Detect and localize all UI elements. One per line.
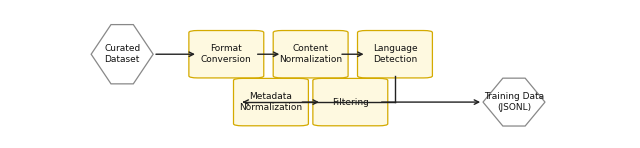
FancyBboxPatch shape	[189, 30, 264, 78]
FancyBboxPatch shape	[234, 78, 308, 126]
Text: Curated
Dataset: Curated Dataset	[104, 44, 140, 64]
FancyBboxPatch shape	[313, 78, 388, 126]
Text: Training Data
(JSONL): Training Data (JSONL)	[484, 92, 544, 112]
Text: Filtering: Filtering	[332, 98, 369, 107]
FancyBboxPatch shape	[358, 30, 433, 78]
Text: Language
Detection: Language Detection	[372, 44, 417, 64]
Text: Format
Conversion: Format Conversion	[201, 44, 252, 64]
FancyBboxPatch shape	[273, 30, 348, 78]
Text: Metadata
Normalization: Metadata Normalization	[239, 92, 303, 112]
Polygon shape	[483, 78, 545, 126]
Text: Content
Normalization: Content Normalization	[279, 44, 342, 64]
Polygon shape	[91, 25, 153, 84]
